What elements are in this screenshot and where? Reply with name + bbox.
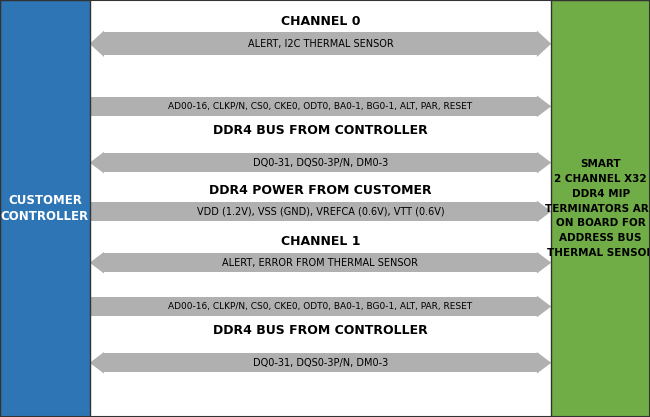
Bar [0, 0, 90, 417]
Polygon shape [90, 352, 104, 374]
Text: VDD (1.2V), VSS (GND), VREFCA (0.6V), VTT (0.6V): VDD (1.2V), VSS (GND), VREFCA (0.6V), VT… [197, 206, 444, 216]
Text: DQ0-31, DQS0-3P/N, DM0-3: DQ0-31, DQS0-3P/N, DM0-3 [253, 158, 388, 168]
Text: AD00-16, CLKP/N, CS0, CKE0, ODT0, BA0-1, BG0-1, ALT, PAR, RESET: AD00-16, CLKP/N, CS0, CKE0, ODT0, BA0-1,… [168, 102, 473, 111]
Polygon shape [90, 297, 537, 316]
Text: DDR4 BUS FROM CONTROLLER: DDR4 BUS FROM CONTROLLER [213, 123, 428, 137]
Text: DDR4 POWER FROM CUSTOMER: DDR4 POWER FROM CUSTOMER [209, 183, 432, 197]
Polygon shape [537, 95, 551, 117]
Polygon shape [537, 252, 551, 274]
Text: ALERT, I2C THERMAL SENSOR: ALERT, I2C THERMAL SENSOR [248, 39, 393, 49]
Polygon shape [90, 30, 104, 57]
Text: DDR4 BUS FROM CONTROLLER: DDR4 BUS FROM CONTROLLER [213, 324, 428, 337]
Polygon shape [537, 30, 551, 57]
Polygon shape [537, 296, 551, 317]
Polygon shape [537, 201, 551, 222]
Polygon shape [537, 352, 551, 374]
Text: DQ0-31, DQS0-3P/N, DM0-3: DQ0-31, DQS0-3P/N, DM0-3 [253, 358, 388, 368]
Polygon shape [90, 152, 104, 173]
Text: ALERT, ERROR FROM THERMAL SENSOR: ALERT, ERROR FROM THERMAL SENSOR [222, 258, 419, 268]
Polygon shape [90, 202, 537, 221]
Polygon shape [90, 252, 104, 274]
Text: AD00-16, CLKP/N, CS0, CKE0, ODT0, BA0-1, BG0-1, ALT, PAR, RESET: AD00-16, CLKP/N, CS0, CKE0, ODT0, BA0-1,… [168, 302, 473, 311]
Polygon shape [104, 354, 537, 372]
Polygon shape [90, 97, 537, 116]
Text: CHANNEL 1: CHANNEL 1 [281, 234, 360, 248]
Text: CHANNEL 0: CHANNEL 0 [281, 15, 360, 28]
Bar [551, 0, 650, 417]
Text: CUSTOMER
CONTROLLER: CUSTOMER CONTROLLER [1, 193, 89, 224]
Polygon shape [104, 33, 537, 55]
Text: SMART
2 CHANNEL X32
DDR4 MIP
TERMINATORS ARE
ON BOARD FOR
ADDRESS BUS
THERMAL SE: SMART 2 CHANNEL X32 DDR4 MIP TERMINATORS… [545, 159, 650, 258]
Polygon shape [104, 253, 537, 272]
Polygon shape [104, 153, 537, 172]
Polygon shape [537, 152, 551, 173]
